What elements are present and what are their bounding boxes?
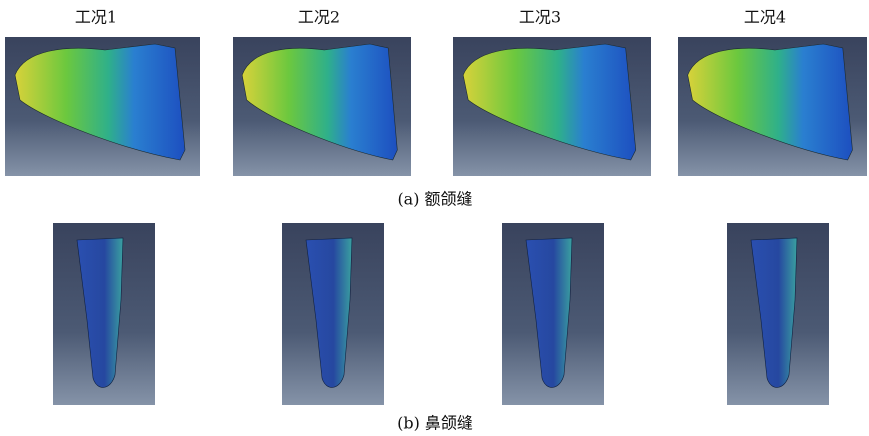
- column-label: 工况2: [298, 8, 340, 27]
- column-label: 工况4: [744, 8, 786, 27]
- column-label: 工况1: [75, 8, 117, 27]
- caption: (a) 额颌缝: [397, 190, 472, 209]
- column-label: 工况3: [519, 8, 561, 27]
- figure: 工况1 工况2 工况3 工况4 (a) 额颌缝 (b) 鼻颌缝: [0, 0, 869, 436]
- caption: (b) 鼻颌缝: [397, 414, 473, 433]
